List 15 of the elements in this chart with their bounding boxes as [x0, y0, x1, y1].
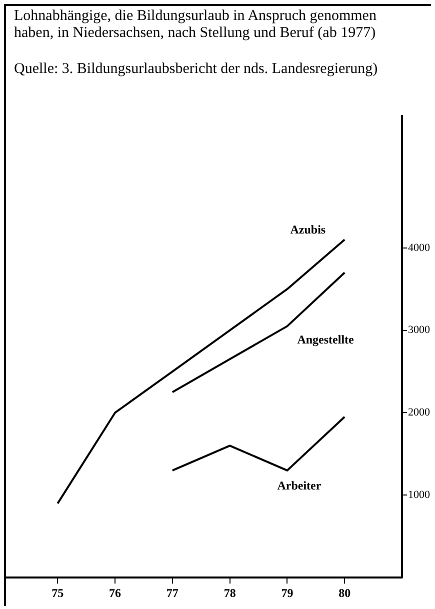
series-label: Arbeiter	[277, 478, 322, 493]
y-tick-label: 2000	[408, 406, 430, 419]
x-tick-label: 75	[52, 586, 64, 600]
x-tick-label: 79	[281, 586, 294, 600]
y-tick-label: 3000	[408, 324, 430, 336]
x-tick-label: 76	[109, 586, 122, 600]
series-label: Azubis	[290, 222, 326, 236]
source-note: Quelle: 3. Bildungsurlaubsbericht der nds. Landesregierung)	[14, 61, 379, 78]
x-tick-label: 78	[224, 586, 236, 600]
y-tick-label: 1000	[408, 489, 430, 502]
y-tick-label: 4000	[408, 242, 430, 254]
x-tick-label: 80	[338, 586, 351, 600]
series-label: Angestellte	[297, 332, 355, 346]
x-tick-label: 77	[166, 586, 178, 600]
chart-title: Lohnabhängige, die Bildungsurlaub in Anspruch genommen haben, in Niedersachsen, nach Stellung und Beruf (ab 1977)	[14, 8, 378, 42]
